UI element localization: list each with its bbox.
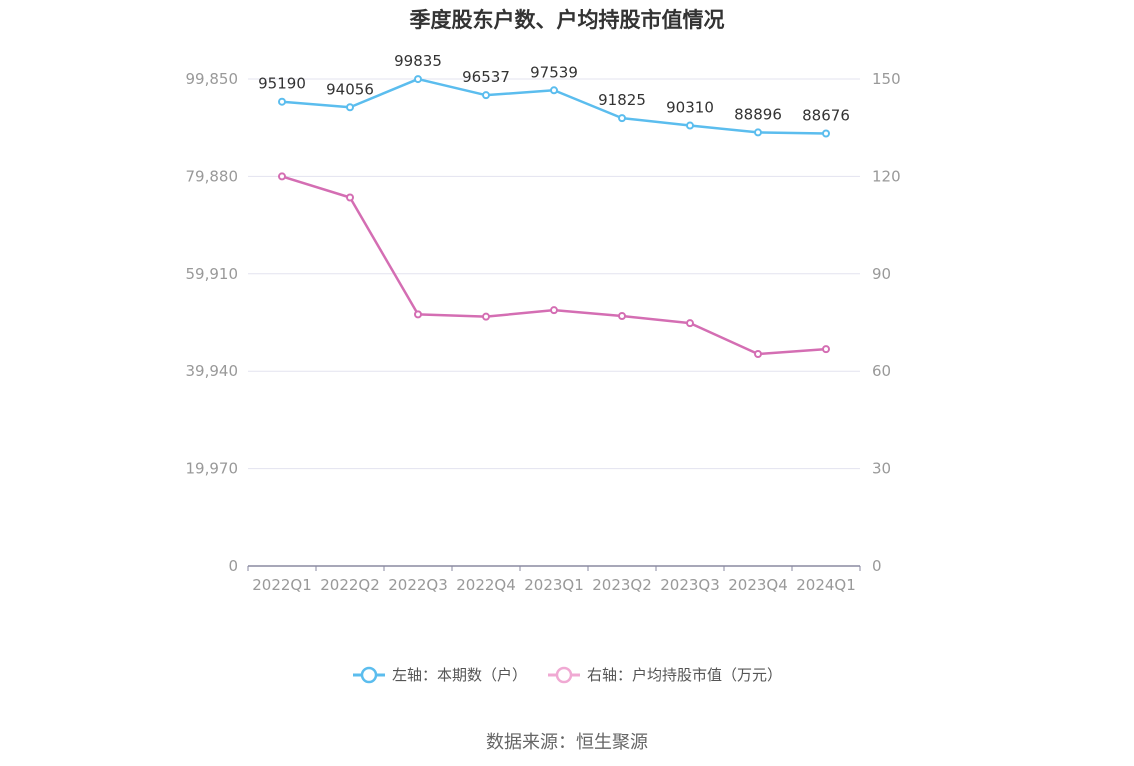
data-point-left <box>346 103 354 112</box>
left-axis-tick-label: 19,970 <box>186 460 239 478</box>
right-axis-tick-label: 150 <box>872 70 901 88</box>
left-axis-tick-label: 79,880 <box>186 167 239 185</box>
right-axis-tick-label: 90 <box>872 265 891 283</box>
data-point-left <box>414 75 422 84</box>
data-point-right <box>618 312 626 321</box>
data-point-left <box>822 129 830 138</box>
left-axis-tick-label: 59,910 <box>186 265 239 283</box>
data-point-left <box>278 97 286 106</box>
x-axis-tick-label: 2023Q1 <box>524 576 584 594</box>
data-label: 95190 <box>258 75 306 93</box>
x-axis-tick-label: 2023Q2 <box>592 576 652 594</box>
right-axis-tick-label: 0 <box>872 557 882 575</box>
series-lines <box>278 75 830 358</box>
data-point-right <box>414 310 422 319</box>
legend-right-series-label: 右轴：户均持股市值（万元） <box>587 666 783 684</box>
x-axis-tick-label: 2022Q3 <box>388 576 448 594</box>
data-label: 88896 <box>734 105 782 123</box>
data-label: 99835 <box>394 52 442 70</box>
right-axis-tick-label: 30 <box>872 460 891 478</box>
left-axis: 0 19,970 39,940 59,910 79,880 99,850 <box>186 70 239 575</box>
chart-title: 季度股东户数、户均持股市值情况 <box>409 8 725 32</box>
data-point-right <box>278 172 286 181</box>
x-axis-tick-label: 2022Q1 <box>252 576 312 594</box>
left-axis-tick-label: 99,850 <box>186 70 239 88</box>
x-axis-tick-label: 2023Q4 <box>728 576 788 594</box>
x-axis-tick-label: 2022Q2 <box>320 576 380 594</box>
data-point-right <box>550 306 558 315</box>
data-source: 数据来源：恒生聚源 <box>486 732 648 753</box>
data-point-right <box>686 319 694 328</box>
data-point-right <box>822 345 830 354</box>
legend-left-series-label: 左轴：本期数（户） <box>391 666 527 684</box>
data-point-right <box>754 349 762 358</box>
data-label: 91825 <box>598 91 646 109</box>
data-label: 97539 <box>530 63 578 81</box>
data-point-right <box>482 312 490 321</box>
data-point-left <box>618 114 626 123</box>
x-axis-tick-label: 2022Q4 <box>456 576 516 594</box>
data-point-left <box>754 128 762 137</box>
left-axis-tick-label: 39,940 <box>186 362 239 380</box>
data-point-left <box>550 86 558 95</box>
legend-item-left-series[interactable]: 左轴：本期数（户） <box>352 664 527 685</box>
legend: 左轴：本期数（户） 右轴：户均持股市值（万元） <box>0 664 1134 685</box>
data-label: 90310 <box>666 99 714 117</box>
data-label: 88676 <box>802 106 850 124</box>
right-axis-tick-label: 60 <box>872 362 891 380</box>
x-axis-tick-label: 2024Q1 <box>796 576 856 594</box>
data-label: 96537 <box>462 68 510 86</box>
legend-left-series-icon <box>352 666 385 683</box>
data-label: 94056 <box>326 80 374 98</box>
data-point-right <box>346 193 354 202</box>
right-axis-tick-label: 120 <box>872 167 901 185</box>
data-point-left <box>482 91 490 100</box>
x-axis: 2022Q1 2022Q2 2022Q3 2022Q4 2023Q1 2023Q2 2023… <box>247 565 861 594</box>
legend-item-right-series[interactable]: 右轴：户均持股市值（万元） <box>547 664 782 685</box>
data-labels: 95190 94056 99835 96537 97539 91825 90310 88896… <box>258 52 850 124</box>
series-line-right <box>281 175 827 356</box>
left-axis-tick-label: 0 <box>228 557 238 575</box>
grid-lines <box>248 78 860 470</box>
legend-right-series-icon <box>548 666 580 683</box>
data-point-left <box>686 121 694 130</box>
right-axis: 0 30 60 90 120 150 <box>872 70 901 575</box>
x-axis-tick-label: 2023Q3 <box>660 576 720 594</box>
